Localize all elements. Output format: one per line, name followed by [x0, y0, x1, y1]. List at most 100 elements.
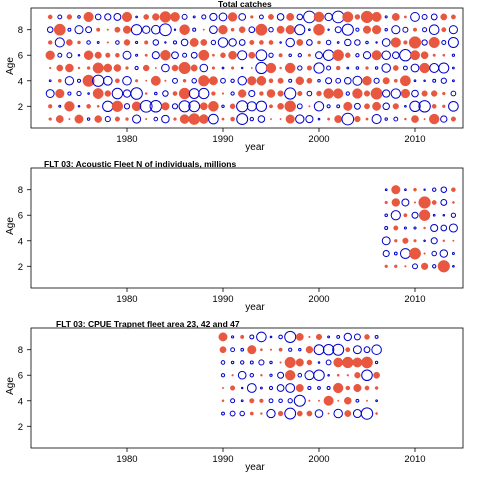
residual-bubble-negative	[404, 188, 407, 192]
residual-bubble-negative	[374, 334, 379, 339]
residual-bubble-positive	[230, 116, 235, 122]
residual-bubble-positive	[268, 40, 274, 45]
residual-bubble-positive	[384, 200, 388, 205]
residual-bubble-negative	[373, 77, 380, 84]
residual-bubble-positive	[440, 13, 448, 21]
residual-bubble-positive	[211, 91, 216, 96]
residual-bubble-negative	[284, 407, 297, 420]
residual-bubble-negative	[162, 90, 169, 97]
residual-bubble-negative	[365, 40, 369, 45]
residual-bubble-positive	[317, 399, 321, 402]
residual-bubble-positive	[103, 63, 113, 73]
residual-bubble-positive	[159, 11, 172, 23]
residual-bubble-negative	[354, 39, 361, 46]
residual-bubble-negative	[258, 359, 265, 366]
residual-bubble-negative	[57, 52, 63, 58]
residual-bubble-positive	[333, 357, 344, 368]
residual-bubble-positive	[316, 90, 322, 97]
residual-bubble-positive	[382, 77, 390, 85]
residual-bubble-positive	[295, 333, 304, 341]
residual-bubble-negative	[325, 77, 333, 85]
residual-bubble-negative	[284, 330, 297, 343]
residual-bubble-positive	[413, 187, 417, 192]
residual-bubble-negative	[171, 103, 179, 110]
residual-bubble-positive	[111, 100, 124, 112]
residual-bubble-positive	[362, 76, 372, 86]
y-tick-label: 8	[18, 25, 23, 36]
residual-bubble-negative	[363, 346, 371, 354]
residual-bubble-positive	[374, 386, 379, 390]
residual-bubble-negative	[447, 36, 459, 48]
residual-bubble-negative	[390, 88, 401, 99]
residual-bubble-negative	[430, 223, 439, 233]
residual-bubble-positive	[231, 374, 234, 377]
residual-bubble-negative	[327, 335, 331, 339]
residual-bubble-negative	[276, 13, 285, 21]
residual-bubble-positive	[115, 52, 120, 58]
residual-bubble-positive	[66, 14, 73, 20]
residual-bubble-negative	[255, 100, 268, 112]
residual-bubble-positive	[410, 50, 420, 61]
residual-bubble-positive	[65, 63, 74, 73]
residual-bubble-positive	[437, 260, 450, 273]
residual-bubble-negative	[181, 13, 188, 20]
residual-bubble-negative	[326, 385, 331, 391]
residual-bubble-positive	[105, 52, 111, 58]
residual-bubble-negative	[249, 373, 255, 378]
residual-bubble-positive	[231, 66, 235, 70]
residual-bubble-negative	[451, 53, 456, 57]
residual-bubble-negative	[381, 63, 391, 73]
residual-bubble-negative	[442, 213, 446, 217]
residual-bubble-positive	[221, 92, 225, 95]
residual-bubble-negative	[48, 79, 52, 83]
residual-bubble-negative	[381, 236, 391, 246]
residual-bubble-negative	[327, 28, 330, 31]
y-tick-label: 4	[18, 396, 23, 407]
residual-bubble-positive	[229, 103, 236, 110]
residual-bubble-negative	[161, 114, 170, 124]
residual-bubble-negative	[269, 360, 273, 365]
plot-frame	[30, 7, 464, 129]
residual-bubble-positive	[362, 25, 372, 34]
residual-bubble-positive	[48, 104, 53, 109]
residual-bubble-positive	[265, 62, 277, 74]
residual-bubble-negative	[58, 104, 62, 108]
residual-bubble-positive	[179, 24, 190, 35]
residual-bubble-positive	[260, 348, 263, 352]
y-tick-label: 4	[18, 76, 23, 87]
residual-bubble-positive	[306, 410, 313, 417]
residual-bubble-positive	[295, 76, 305, 85]
residual-bubble-negative	[375, 399, 378, 403]
residual-bubble-positive	[337, 399, 340, 402]
residual-bubble-positive	[96, 104, 100, 108]
residual-bubble-negative	[76, 78, 82, 83]
residual-bubble-positive	[418, 196, 431, 209]
residual-bubble-negative	[313, 344, 325, 356]
residual-bubble-positive	[441, 27, 447, 33]
residual-bubble-positive	[144, 92, 148, 95]
residual-bubble-positive	[313, 11, 325, 23]
residual-bubble-negative	[258, 14, 264, 20]
residual-bubble-negative	[431, 250, 437, 257]
residual-bubble-negative	[46, 26, 54, 33]
y-axis-label: Age	[5, 57, 16, 75]
residual-bubble-negative	[259, 386, 263, 390]
residual-bubble-negative	[238, 13, 247, 21]
residual-bubble-negative	[393, 251, 398, 256]
residual-bubble-positive	[371, 50, 382, 61]
residual-bubble-positive	[122, 25, 132, 34]
residual-bubble-negative	[384, 27, 388, 32]
residual-bubble-negative	[413, 79, 417, 83]
residual-bubble-negative	[371, 114, 382, 125]
residual-bubble-negative	[287, 398, 293, 404]
residual-bubble-negative	[451, 252, 455, 256]
residual-bubble-negative	[230, 78, 235, 83]
residual-bubble-positive	[189, 38, 199, 47]
residual-bubble-negative	[220, 360, 226, 365]
residual-bubble-negative	[67, 27, 72, 32]
residual-bubble-positive	[66, 39, 73, 46]
residual-bubble-negative	[236, 113, 249, 126]
residual-bubble-positive	[208, 100, 219, 112]
residual-bubble-positive	[219, 346, 227, 354]
residual-bubble-positive	[190, 64, 198, 72]
